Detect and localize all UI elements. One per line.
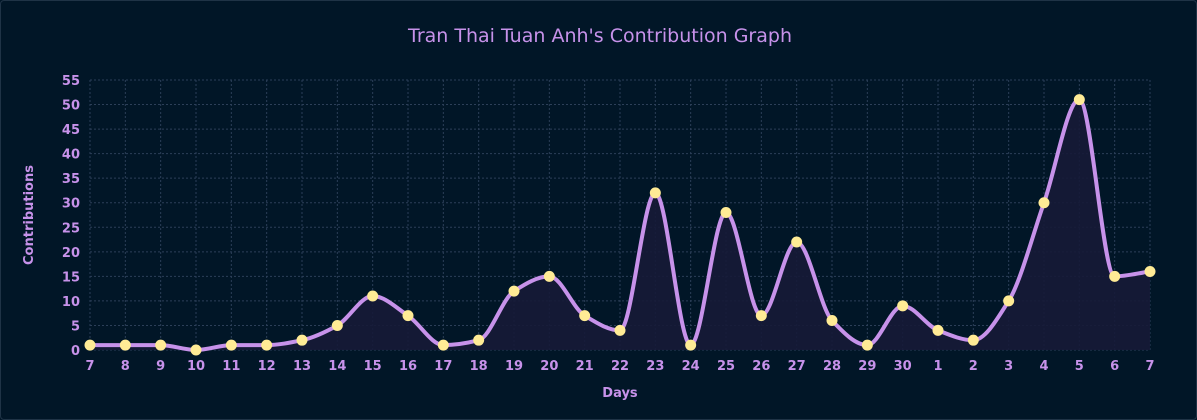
- data-point[interactable]: [119, 339, 131, 351]
- x-tick-label: 8: [121, 359, 130, 374]
- x-tick-label: 2: [969, 359, 978, 374]
- x-tick-label: 24: [682, 359, 700, 374]
- data-point[interactable]: [1073, 94, 1085, 106]
- series-line: [90, 97, 1151, 353]
- x-tick-label: 20: [540, 359, 558, 374]
- data-point[interactable]: [84, 339, 96, 351]
- data-point[interactable]: [190, 344, 202, 356]
- x-tick-label: 14: [328, 359, 346, 374]
- data-point[interactable]: [296, 334, 308, 346]
- data-point[interactable]: [720, 207, 732, 219]
- y-tick-label: 5: [71, 319, 80, 334]
- data-points: [84, 94, 1156, 356]
- data-point[interactable]: [861, 339, 873, 351]
- x-tick-label: 25: [717, 359, 735, 374]
- x-tick-label: 6: [1110, 359, 1119, 374]
- data-point[interactable]: [649, 187, 661, 199]
- data-point[interactable]: [614, 324, 626, 336]
- data-point[interactable]: [437, 339, 449, 351]
- data-point[interactable]: [579, 310, 591, 322]
- x-tick-label: 13: [293, 359, 311, 374]
- chart-title: Tran Thai Tuan Anh's Contribution Graph: [407, 25, 792, 47]
- y-tick-label: 55: [62, 74, 80, 89]
- y-tick-label: 50: [62, 99, 80, 114]
- data-point[interactable]: [473, 334, 485, 346]
- x-tick-label: 27: [788, 359, 806, 374]
- x-tick-label: 11: [222, 359, 240, 374]
- x-axis-ticks: 7 8 9 10 11 12 13 14 15 16 17 18 19 20 21 22 23 24 25 26 27 2…: [85, 359, 1154, 374]
- y-tick-label: 15: [62, 270, 80, 285]
- data-point[interactable]: [543, 270, 555, 282]
- data-point[interactable]: [755, 310, 767, 322]
- x-tick-label: 9: [156, 359, 165, 374]
- y-tick-label: 0: [71, 344, 80, 359]
- data-point[interactable]: [331, 319, 343, 331]
- data-point[interactable]: [826, 315, 838, 327]
- y-tick-label: 35: [62, 172, 80, 187]
- y-axis-ticks: 0 5 10 15 20 25 30 35 40 45 50 55: [62, 74, 80, 359]
- x-tick-label: 19: [505, 359, 523, 374]
- data-point[interactable]: [967, 334, 979, 346]
- x-tick-label: 29: [858, 359, 876, 374]
- y-tick-label: 40: [62, 148, 80, 163]
- x-tick-label: 30: [894, 359, 912, 374]
- grid: [89, 79, 1151, 351]
- data-point[interactable]: [1109, 270, 1121, 282]
- data-point[interactable]: [791, 236, 803, 248]
- data-point[interactable]: [1003, 295, 1015, 307]
- x-tick-label: 3: [1004, 359, 1013, 374]
- x-tick-label: 17: [434, 359, 452, 374]
- y-tick-label: 10: [62, 295, 80, 310]
- x-tick-label: 22: [611, 359, 629, 374]
- x-tick-label: 28: [823, 359, 841, 374]
- x-tick-label: 1: [933, 359, 942, 374]
- data-point[interactable]: [1038, 197, 1050, 209]
- data-point[interactable]: [685, 339, 697, 351]
- y-tick-label: 25: [62, 221, 80, 236]
- data-point[interactable]: [261, 339, 273, 351]
- x-tick-label: 21: [576, 359, 594, 374]
- x-tick-label: 4: [1039, 359, 1048, 374]
- y-tick-label: 20: [62, 246, 80, 261]
- data-point[interactable]: [508, 285, 520, 297]
- x-tick-label: 18: [470, 359, 488, 374]
- x-tick-label: 10: [187, 359, 205, 374]
- x-tick-label: 7: [85, 359, 94, 374]
- data-point[interactable]: [932, 324, 944, 336]
- x-axis-title: Days: [602, 386, 638, 401]
- y-tick-label: 30: [62, 197, 80, 212]
- data-point[interactable]: [225, 339, 237, 351]
- x-tick-label: 23: [646, 359, 664, 374]
- y-tick-label: 45: [62, 123, 80, 138]
- data-point[interactable]: [1144, 265, 1156, 277]
- x-tick-label: 16: [399, 359, 417, 374]
- area-fill: [90, 99, 1150, 350]
- data-point[interactable]: [155, 339, 167, 351]
- data-point[interactable]: [402, 310, 414, 322]
- data-point[interactable]: [367, 290, 379, 302]
- x-tick-label: 5: [1075, 359, 1084, 374]
- x-tick-label: 26: [752, 359, 770, 374]
- y-axis-title: Contributions: [22, 165, 37, 265]
- data-point[interactable]: [897, 300, 909, 312]
- x-tick-label: 7: [1145, 359, 1154, 374]
- x-tick-label: 15: [364, 359, 382, 374]
- x-tick-label: 12: [258, 359, 276, 374]
